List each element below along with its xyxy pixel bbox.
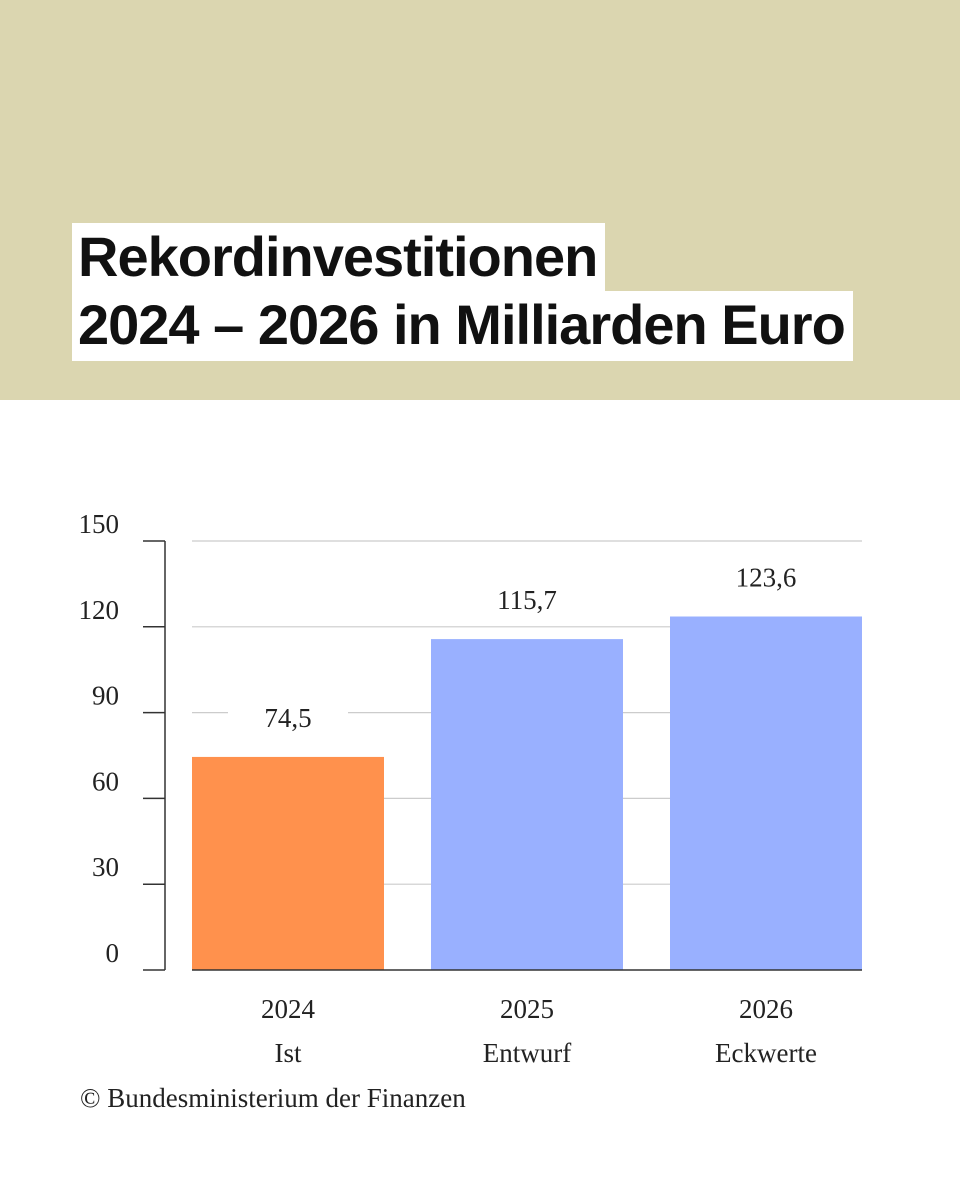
- bar-2025: [431, 639, 623, 970]
- chart-title-line-1: Rekordinvestitionen: [72, 223, 606, 293]
- value-label-2024: 74,5: [264, 703, 311, 733]
- x-category-label-2025: 2025: [500, 994, 554, 1024]
- y-tick-label-90: 90: [92, 681, 119, 711]
- value-label-2025: 115,7: [497, 585, 557, 615]
- value-label-bg-2026: [706, 560, 826, 595]
- value-label-bg-2025: [467, 583, 587, 618]
- x-sublabel-2026: Eckwerte: [715, 1038, 817, 1068]
- y-tick-label-150: 150: [79, 509, 120, 539]
- x-sublabel-2024: Ist: [275, 1038, 302, 1068]
- x-sublabel-2025: Entwurf: [483, 1038, 571, 1068]
- x-category-label-2024: 2024: [261, 994, 316, 1024]
- bar-2026: [670, 616, 862, 970]
- bar-2024: [192, 756, 384, 970]
- y-tick-label-60: 60: [92, 766, 119, 796]
- value-label-bg-2024: [228, 700, 348, 735]
- chart-title-line-2: 2024 – 2026 in Milliarden Euro: [72, 291, 853, 361]
- bar-chart: 0 30 60 90 120 150 74,5 2024 Ist 115,7 2025 Entwurf…: [79, 509, 862, 1068]
- y-tick-label-0: 0: [106, 938, 120, 968]
- y-tick-label-120: 120: [79, 595, 120, 625]
- x-category-label-2026: 2026: [739, 994, 793, 1024]
- source-credit: © Bundesministerium der Finanzen: [80, 1083, 466, 1113]
- y-tick-label-30: 30: [92, 852, 119, 882]
- value-label-2026: 123,6: [736, 563, 797, 593]
